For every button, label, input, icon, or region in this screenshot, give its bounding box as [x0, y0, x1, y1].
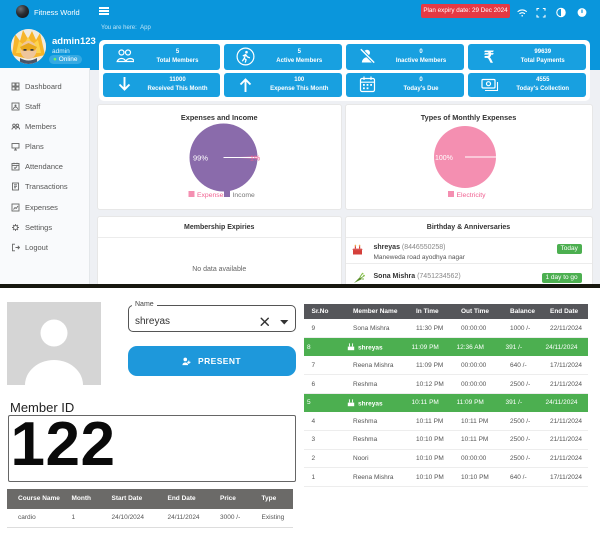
svg-text:1%: 1%	[250, 156, 260, 163]
svg-text:100%: 100%	[435, 155, 453, 162]
svg-text:Income: Income	[233, 192, 256, 199]
svg-text:99%: 99%	[193, 154, 208, 163]
svg-text:₹: ₹	[484, 50, 494, 67]
svg-text:Expenses: Expenses	[197, 192, 227, 199]
svg-text:Electricity: Electricity	[456, 192, 486, 199]
